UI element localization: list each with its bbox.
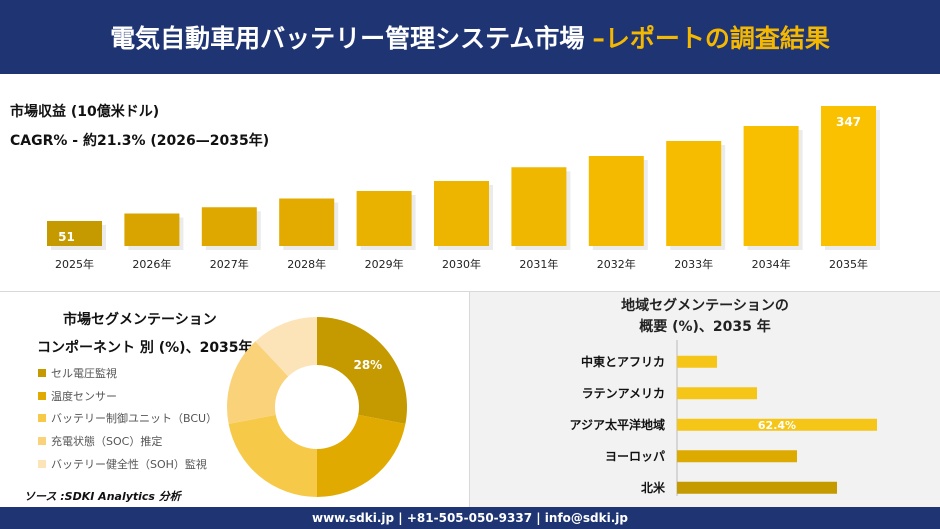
legend-swatch <box>38 437 46 446</box>
page-title: 電気自動車用バッテリー管理システム市場 <box>110 24 585 53</box>
x-tick-label: 2028年 <box>287 257 326 271</box>
legend-swatch <box>38 369 46 378</box>
legend-item: 充電状態（SOC）推定 <box>38 430 217 453</box>
donut-slice <box>317 317 407 424</box>
donut-slice <box>228 414 317 497</box>
section-divider-vertical <box>469 292 470 507</box>
revenue-bar <box>588 156 644 246</box>
region-label: ラテンアメリカ <box>582 386 665 400</box>
footer-contact: www.sdki.jp | +81-505-050-9337 | info@sd… <box>0 507 940 529</box>
region-bar <box>677 450 797 463</box>
region-data-label: 62.4% <box>758 419 796 432</box>
revenue-label: 市場収益 (10億米ドル) <box>10 104 160 120</box>
x-tick-label: 2032年 <box>597 257 636 271</box>
legend-item: セル電圧監視 <box>38 362 217 385</box>
revenue-bar <box>511 167 567 246</box>
donut-slice <box>227 341 289 424</box>
x-tick-label: 2030年 <box>442 257 481 271</box>
section-divider-horizontal <box>0 291 940 292</box>
region-bar <box>677 387 757 400</box>
region-label: ヨーロッパ <box>605 449 665 463</box>
segmentation-title: 市場セグメンテーション <box>63 312 217 328</box>
legend-label: 温度センサー <box>51 389 117 403</box>
region-bar <box>677 355 717 368</box>
revenue-bar <box>201 207 257 246</box>
legend-item: バッテリー健全性（SOH）監視 <box>38 452 217 475</box>
region-label: 中東とアフリカ <box>581 354 665 369</box>
x-tick-label: 2026年 <box>132 257 171 271</box>
x-tick-label: 2033年 <box>674 257 713 271</box>
x-tick-label: 2027年 <box>210 257 249 271</box>
legend-label: バッテリー制御ユニット（BCU） <box>51 412 218 426</box>
revenue-bar-chart: 2025年 51 2026年 2027年 2028年 2029年 2030年 2031年 203… <box>47 106 880 271</box>
source-note: ソース :SDKI Analytics 分析 <box>24 490 181 503</box>
region-title-line2: 概要 (%)、2035 年 <box>639 319 771 335</box>
legend-item: バッテリー制御ユニット（BCU） <box>38 407 217 430</box>
page-title-accent: –レポートの調査結果 <box>592 24 830 53</box>
region-label: アジア太平洋地域 <box>569 417 665 432</box>
revenue-bar <box>434 181 489 246</box>
x-tick-label: 2029年 <box>365 257 404 271</box>
legend-label: 充電状態（SOC）推定 <box>51 435 163 449</box>
x-tick-label: 2035年 <box>829 257 868 271</box>
cagr-label: CAGR% - 約21.3% (2026—2035年) <box>10 133 270 149</box>
x-tick-label: 2025年 <box>55 257 94 271</box>
header-banner: 電気自動車用バッテリー管理システム市場 –レポートの調査結果 <box>0 0 940 74</box>
slice-data-label: 28% <box>353 358 382 372</box>
legend-swatch <box>38 391 46 400</box>
region-title-line1: 地域セグメンテーションの <box>621 298 789 314</box>
segmentation-subtitle: コンポーネント 別 (%)、2035年 <box>37 340 253 356</box>
revenue-bar <box>47 221 102 246</box>
legend-swatch <box>38 459 46 468</box>
legend-item: 温度センサー <box>38 385 217 408</box>
legend-swatch <box>38 414 46 423</box>
donut-slice <box>317 414 406 497</box>
bar-data-label: 51 <box>58 230 75 244</box>
revenue-bar <box>743 126 799 246</box>
x-tick-label: 2034年 <box>752 257 791 271</box>
donut-slice <box>255 317 317 377</box>
revenue-bar <box>356 191 412 246</box>
revenue-bar <box>666 141 722 246</box>
region-title: 地域セグメンテーションの 概要 (%)、2035 年 <box>470 296 940 338</box>
segment-legend: セル電圧監視 温度センサー バッテリー制御ユニット（BCU） 充電状態（SOC）… <box>38 362 217 475</box>
revenue-bar <box>279 198 335 246</box>
region-bar <box>677 418 877 431</box>
revenue-bar <box>124 213 180 246</box>
legend-label: バッテリー健全性（SOH）監視 <box>51 457 207 471</box>
region-bar <box>677 481 837 494</box>
component-donut-chart: 28% <box>227 317 407 497</box>
bar-data-label: 347 <box>836 115 861 129</box>
legend-label: セル電圧監視 <box>51 367 117 381</box>
revenue-bar <box>821 106 876 246</box>
x-tick-label: 2031年 <box>519 257 558 271</box>
region-panel <box>470 292 940 507</box>
region-label: 北米 <box>641 480 666 495</box>
